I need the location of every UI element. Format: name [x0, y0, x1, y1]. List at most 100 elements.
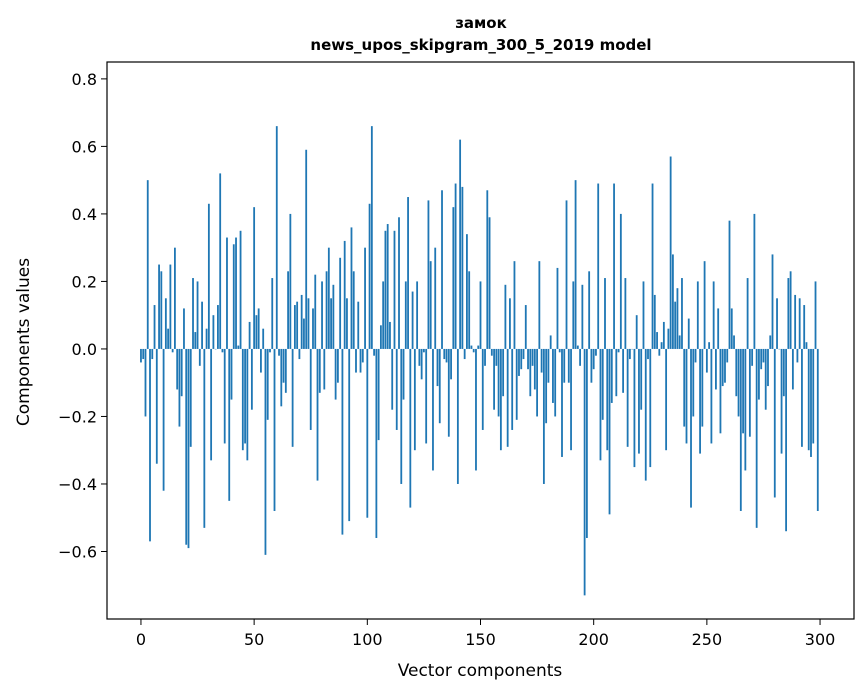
bar — [400, 348, 403, 484]
x-tick-label: 300 — [805, 630, 836, 649]
bar — [169, 264, 172, 349]
bar — [807, 348, 810, 451]
bar — [479, 281, 482, 349]
x-tick-label: 100 — [352, 630, 383, 649]
bar — [506, 348, 509, 447]
bar — [554, 348, 557, 417]
bar — [472, 348, 475, 353]
bar — [509, 298, 511, 349]
bar — [266, 348, 269, 420]
bar — [692, 348, 695, 417]
bar — [377, 348, 380, 441]
bar — [212, 315, 215, 349]
bar — [262, 328, 265, 349]
bar — [649, 348, 652, 468]
bar — [454, 183, 457, 349]
bar — [149, 348, 151, 542]
bar — [346, 298, 348, 349]
bar — [599, 348, 602, 461]
bar — [436, 348, 439, 387]
bar — [146, 180, 149, 349]
bar — [260, 348, 262, 373]
bar — [178, 348, 181, 427]
bar — [352, 271, 355, 349]
bar — [529, 348, 532, 397]
bar — [558, 348, 561, 353]
bar — [513, 261, 516, 349]
bar — [751, 348, 754, 366]
bar — [187, 348, 190, 549]
bar — [572, 281, 575, 349]
bar — [463, 348, 466, 360]
bar — [198, 348, 201, 366]
bar — [798, 298, 801, 349]
bar — [287, 271, 289, 349]
bar — [814, 281, 817, 349]
bar — [325, 271, 328, 349]
bar — [461, 186, 464, 349]
y-tick-label: 0.4 — [72, 205, 97, 224]
bar — [176, 348, 179, 390]
bar — [470, 345, 473, 349]
bar — [416, 281, 419, 349]
bar — [803, 305, 806, 349]
bar — [776, 298, 778, 349]
bar — [497, 348, 500, 417]
bar — [742, 348, 744, 434]
bar — [674, 301, 677, 349]
bar — [540, 348, 543, 373]
y-axis-ticks: −0.6 −0.4 −0.2 0.0 0.2 0.4 0.6 0.8 — [58, 70, 107, 561]
bar — [658, 348, 661, 356]
bar — [459, 139, 462, 349]
bar — [359, 348, 362, 373]
bar — [805, 342, 808, 349]
bar — [660, 342, 663, 349]
bar — [407, 197, 409, 349]
bar — [298, 348, 301, 360]
bar — [787, 278, 790, 349]
bar — [205, 328, 208, 349]
bar — [339, 257, 342, 349]
bar — [477, 345, 480, 349]
bar — [694, 348, 697, 363]
bar — [490, 348, 493, 356]
bar — [635, 315, 638, 349]
bar — [531, 348, 534, 366]
bar — [601, 348, 604, 420]
bar — [289, 213, 292, 349]
bar — [368, 203, 371, 349]
bar — [719, 348, 722, 434]
bar — [488, 217, 491, 349]
bar — [434, 247, 437, 349]
bar — [398, 217, 400, 349]
bar — [336, 348, 339, 383]
bar — [468, 271, 471, 349]
bar — [685, 348, 688, 444]
bar — [296, 301, 299, 349]
bar — [552, 348, 554, 403]
bar — [318, 348, 321, 393]
bar — [764, 348, 767, 410]
bar — [264, 348, 267, 555]
bar — [312, 308, 314, 349]
bar — [595, 348, 597, 356]
bar — [366, 348, 369, 518]
bar — [597, 183, 600, 349]
bar — [257, 308, 260, 349]
bar — [235, 237, 237, 349]
bar — [210, 348, 213, 461]
bar — [140, 348, 142, 363]
bar — [785, 348, 787, 532]
bar — [739, 348, 742, 511]
bar — [269, 348, 271, 353]
bar — [762, 348, 765, 363]
bar — [681, 278, 683, 349]
bar — [441, 190, 443, 349]
bar — [171, 348, 174, 353]
bar — [656, 332, 658, 349]
bar — [370, 126, 373, 349]
bar — [520, 348, 523, 370]
bar — [563, 348, 566, 383]
y-tick-label: −0.4 — [58, 475, 97, 494]
